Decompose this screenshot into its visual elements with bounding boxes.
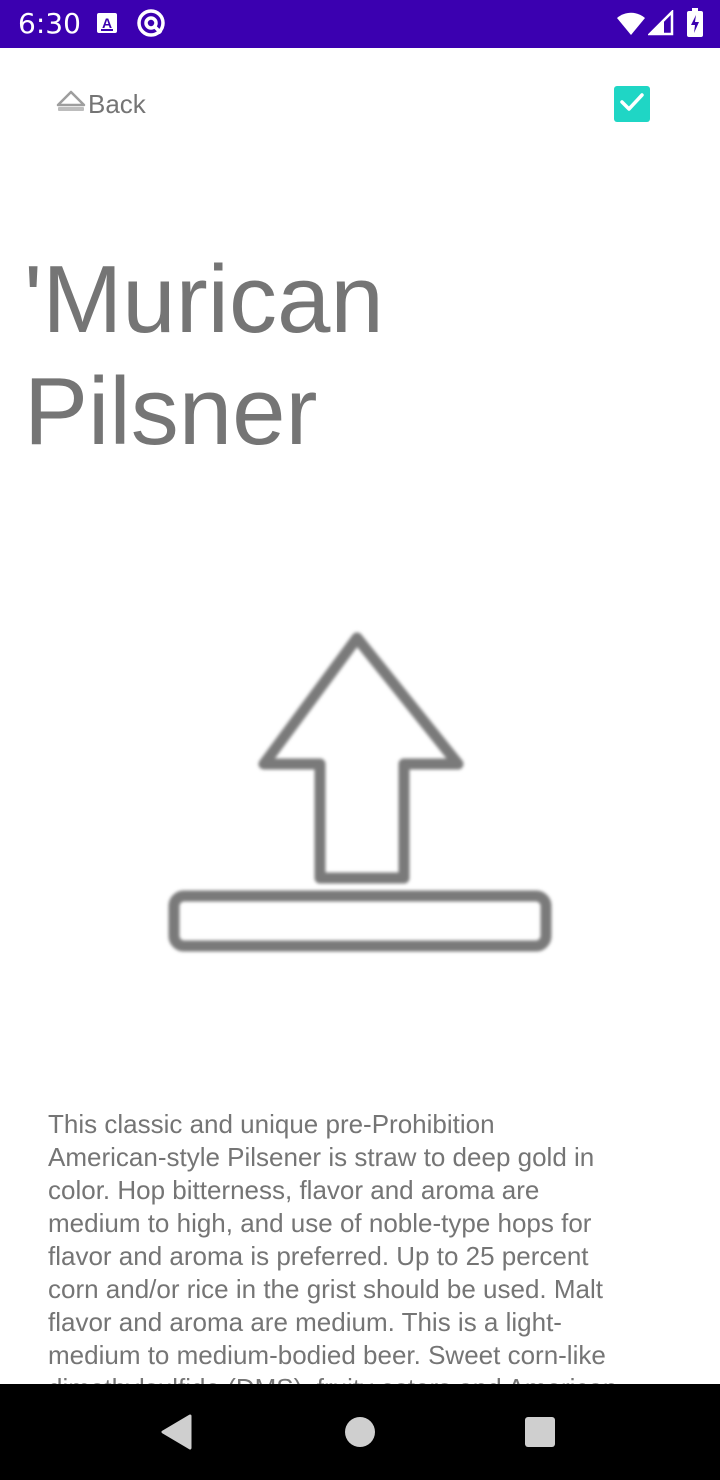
battery-icon: [686, 8, 704, 43]
upload-image-button[interactable]: [160, 624, 560, 960]
a-icon: A: [96, 12, 118, 39]
beer-title: 'Murican Pilsner: [24, 246, 384, 465]
recents-square-icon[interactable]: [524, 1416, 556, 1453]
wifi-icon: [616, 12, 646, 41]
back-label: Back: [88, 88, 146, 119]
back-button[interactable]: Back: [54, 84, 146, 124]
check-icon: [618, 88, 646, 121]
status-bar: 6:30 A: [0, 0, 720, 48]
at-icon: [136, 8, 166, 43]
done-checkbox[interactable]: [614, 86, 650, 122]
signal-icon: [646, 8, 674, 41]
svg-text:A: A: [102, 15, 112, 31]
back-triangle-icon[interactable]: [160, 1414, 194, 1455]
home-circle-icon[interactable]: [344, 1416, 376, 1453]
upload-icon: [160, 632, 560, 964]
navigation-bar: [0, 1384, 720, 1480]
description-scroll[interactable]: This classic and unique pre-Prohibition …: [48, 1108, 618, 1384]
eject-icon: [54, 89, 88, 120]
status-time: 6:30: [18, 7, 81, 40]
beer-description: This classic and unique pre-Prohibition …: [48, 1109, 617, 1384]
